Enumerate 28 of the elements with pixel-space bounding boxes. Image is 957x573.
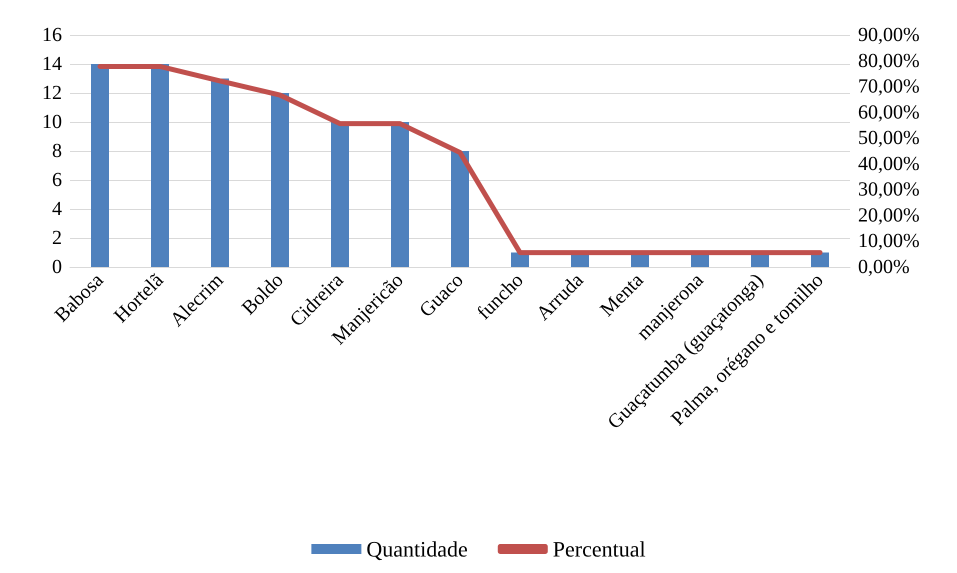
bar (271, 93, 289, 267)
bar (91, 64, 109, 267)
bar (211, 78, 229, 267)
y-tick-label: 8 (52, 140, 62, 162)
y-tick-label: 16 (42, 24, 62, 46)
y-tick-label: 2 (52, 227, 62, 249)
y2-tick-label: 20,00% (858, 204, 920, 226)
y-tick-label: 12 (42, 82, 62, 104)
y-tick-label: 14 (42, 53, 62, 75)
y2-tick-label: 30,00% (858, 178, 920, 201)
y-tick-label: 0 (52, 256, 62, 278)
bar (331, 122, 349, 267)
bar (451, 151, 469, 267)
bar (151, 64, 169, 267)
y2-tick-label: 90,00% (858, 24, 920, 46)
y2-tick-label: 0,00% (858, 256, 910, 278)
y2-tick-label: 50,00% (858, 127, 920, 150)
legend-label: Percentual (552, 536, 646, 562)
bar (391, 122, 409, 267)
y2-tick-label: 70,00% (858, 76, 920, 98)
y-tick-label: 6 (52, 169, 62, 191)
y2-tick-label: 40,00% (858, 152, 920, 175)
y-tick-label: 4 (52, 198, 62, 220)
legend-label: Quantidade (366, 536, 468, 562)
y2-tick-label: 10,00% (858, 230, 920, 252)
y-tick-label: 10 (42, 111, 62, 133)
y2-tick-label: 60,00% (858, 101, 920, 124)
y2-tick-label: 80,00% (858, 50, 920, 72)
